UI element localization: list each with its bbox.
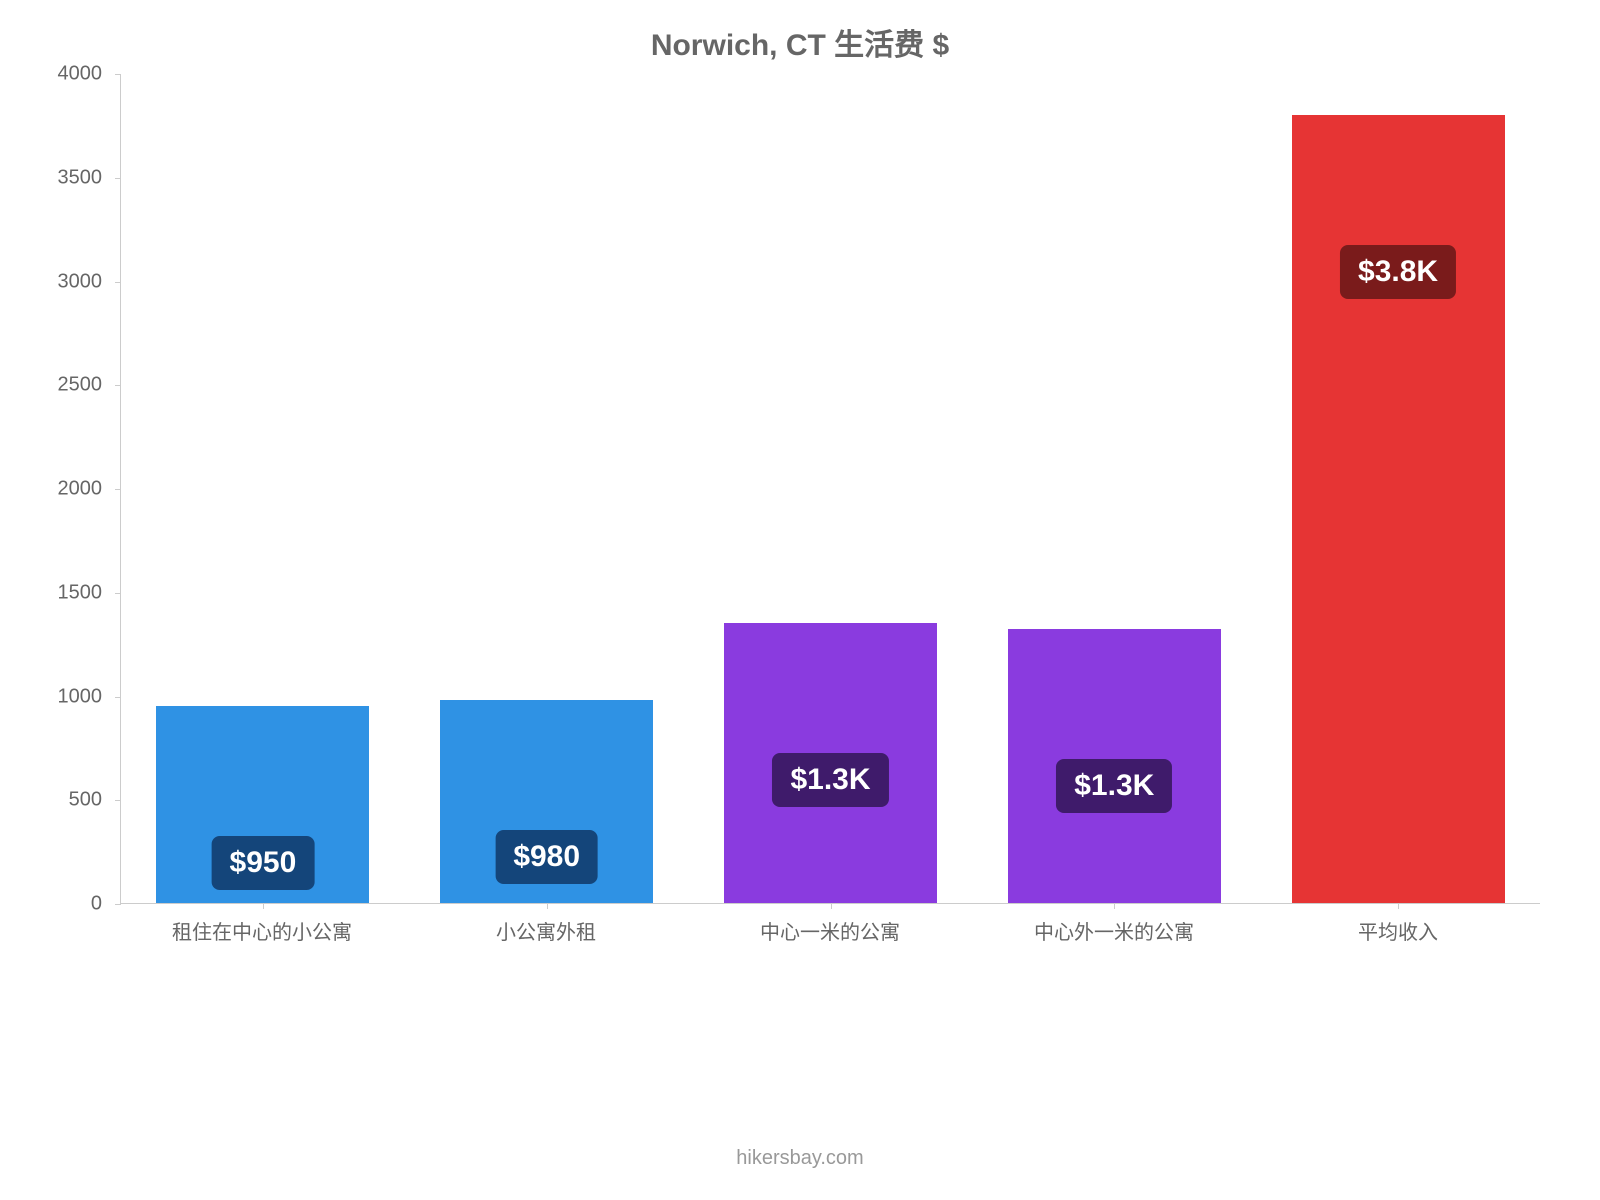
y-tick-mark [115, 282, 121, 283]
bar: $950 [156, 706, 369, 903]
bar: $980 [440, 700, 653, 903]
x-axis-label: 中心外一米的公寓 [972, 916, 1256, 945]
bar: $1.3K [724, 623, 937, 903]
y-tick-mark [115, 904, 121, 905]
x-tick-mark [1398, 903, 1399, 909]
chart-title: Norwich, CT 生活费 $ [50, 20, 1550, 64]
y-tick-mark [115, 697, 121, 698]
y-tick-label: 1500 [58, 581, 103, 604]
bar-value-label: $950 [212, 836, 315, 890]
bar-value-label: $1.3K [1056, 759, 1172, 813]
bar-slot: $1.3K [972, 74, 1256, 903]
x-axis-label: 中心一米的公寓 [688, 916, 972, 945]
x-tick-mark [831, 903, 832, 909]
bar: $3.8K [1292, 115, 1505, 904]
y-tick-mark [115, 489, 121, 490]
bar-slot: $950 [121, 74, 405, 903]
y-tick-label: 3500 [58, 166, 103, 189]
y-tick-mark [115, 593, 121, 594]
y-tick-label: 3000 [58, 270, 103, 293]
y-tick-label: 500 [69, 789, 102, 812]
y-tick-label: 4000 [58, 63, 103, 86]
y-tick-mark [115, 178, 121, 179]
x-tick-mark [263, 903, 264, 909]
y-tick-label: 0 [91, 893, 102, 916]
bar-slot: $1.3K [689, 74, 973, 903]
bars-group: $950 $980 $1.3K $1.3K $3.8K [121, 74, 1540, 903]
bar-value-label: $980 [495, 830, 598, 884]
x-tick-mark [547, 903, 548, 909]
bar-value-label: $3.8K [1340, 245, 1456, 299]
y-tick-label: 2000 [58, 478, 103, 501]
x-axis-label: 平均收入 [1256, 916, 1540, 945]
y-tick-mark [115, 385, 121, 386]
x-axis-labels: 租住在中心的小公寓小公寓外租中心一米的公寓中心外一米的公寓平均收入 [120, 916, 1540, 945]
plot-area: $950 $980 $1.3K $1.3K $3.8K [120, 74, 1540, 904]
chart-container: Norwich, CT 生活费 $ 0 500 1000 1500 2000 2500 30… [50, 20, 1550, 1120]
bar-value-label: $1.3K [772, 753, 888, 807]
bar: $1.3K [1008, 629, 1221, 903]
y-tick-label: 1000 [58, 685, 103, 708]
y-tick-label: 2500 [58, 374, 103, 397]
y-axis: 05001000150020002500300035004000 [50, 74, 110, 904]
bar-slot: $980 [405, 74, 689, 903]
x-axis-label: 小公寓外租 [404, 916, 688, 945]
x-tick-mark [1114, 903, 1115, 909]
footer-attribution: hikersbay.com [0, 1147, 1600, 1170]
x-axis-label: 租住在中心的小公寓 [120, 916, 404, 945]
y-tick-mark [115, 74, 121, 75]
y-tick-mark [115, 800, 121, 801]
bar-slot: $3.8K [1256, 74, 1540, 903]
plot-container: 05001000150020002500300035004000 $950$98… [50, 74, 1550, 904]
